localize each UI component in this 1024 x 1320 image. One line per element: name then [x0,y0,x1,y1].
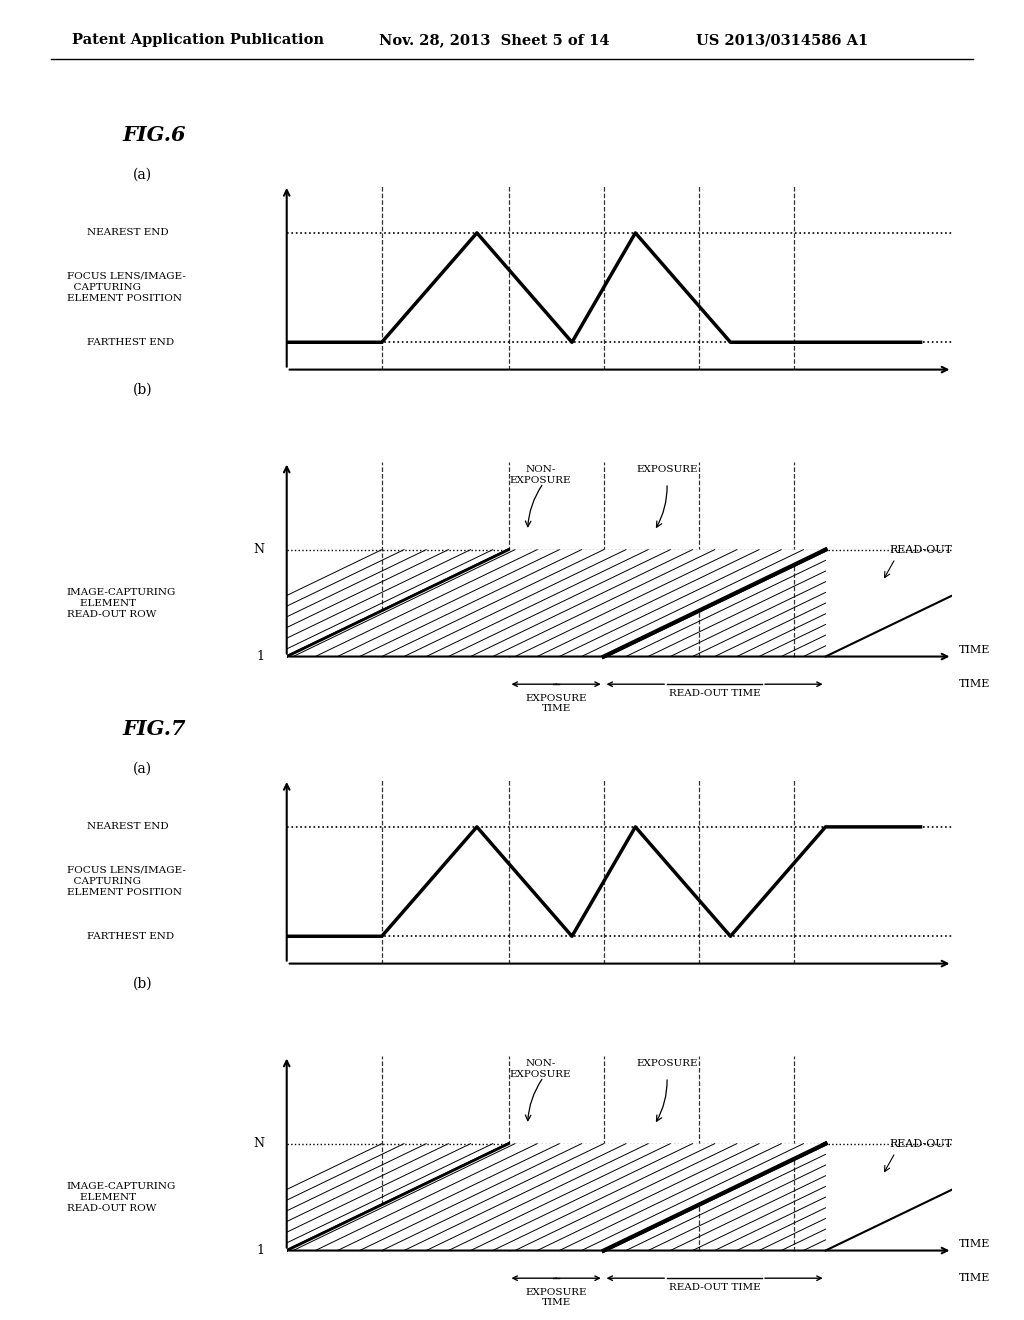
Text: 1: 1 [257,649,264,663]
Text: FOCUS LENS/IMAGE-
  CAPTURING
ELEMENT POSITION: FOCUS LENS/IMAGE- CAPTURING ELEMENT POSI… [67,866,185,898]
Text: FIG.6: FIG.6 [123,125,186,145]
Text: EXPOSURE
TIME: EXPOSURE TIME [525,694,587,713]
Text: NEAREST END: NEAREST END [87,228,169,238]
Text: TIME: TIME [958,645,990,655]
Text: (a): (a) [133,762,153,776]
Text: Patent Application Publication: Patent Application Publication [72,33,324,48]
Text: NON-
EXPOSURE: NON- EXPOSURE [510,466,571,484]
Text: FARTHEST END: FARTHEST END [87,932,174,941]
Text: FARTHEST END: FARTHEST END [87,338,174,347]
Polygon shape [287,1143,825,1250]
Text: NEAREST END: NEAREST END [87,822,169,832]
Text: N: N [254,1138,264,1150]
Text: TIME: TIME [958,680,990,689]
Text: TIME: TIME [958,1274,990,1283]
Text: READ-OUT: READ-OUT [889,1139,952,1148]
Text: NON-
EXPOSURE: NON- EXPOSURE [510,1060,571,1078]
Text: READ-OUT TIME: READ-OUT TIME [669,1283,761,1292]
Text: IMAGE-CAPTURING
    ELEMENT
READ-OUT ROW: IMAGE-CAPTURING ELEMENT READ-OUT ROW [67,1181,176,1213]
Text: (b): (b) [133,977,153,991]
Text: TIME: TIME [958,1239,990,1249]
Text: (a): (a) [133,168,153,182]
Text: 1: 1 [257,1243,264,1257]
Polygon shape [287,549,825,656]
Text: READ-OUT: READ-OUT [889,545,952,554]
Text: Nov. 28, 2013  Sheet 5 of 14: Nov. 28, 2013 Sheet 5 of 14 [379,33,609,48]
Text: N: N [254,544,264,556]
Text: IMAGE-CAPTURING
    ELEMENT
READ-OUT ROW: IMAGE-CAPTURING ELEMENT READ-OUT ROW [67,587,176,619]
Text: (b): (b) [133,383,153,397]
Text: US 2013/0314586 A1: US 2013/0314586 A1 [696,33,868,48]
Text: EXPOSURE: EXPOSURE [636,1060,697,1068]
Text: FIG.7: FIG.7 [123,719,186,739]
Text: EXPOSURE: EXPOSURE [636,466,697,474]
Text: FOCUS LENS/IMAGE-
  CAPTURING
ELEMENT POSITION: FOCUS LENS/IMAGE- CAPTURING ELEMENT POSI… [67,272,185,304]
Text: READ-OUT TIME: READ-OUT TIME [669,689,761,698]
Text: EXPOSURE
TIME: EXPOSURE TIME [525,1288,587,1307]
